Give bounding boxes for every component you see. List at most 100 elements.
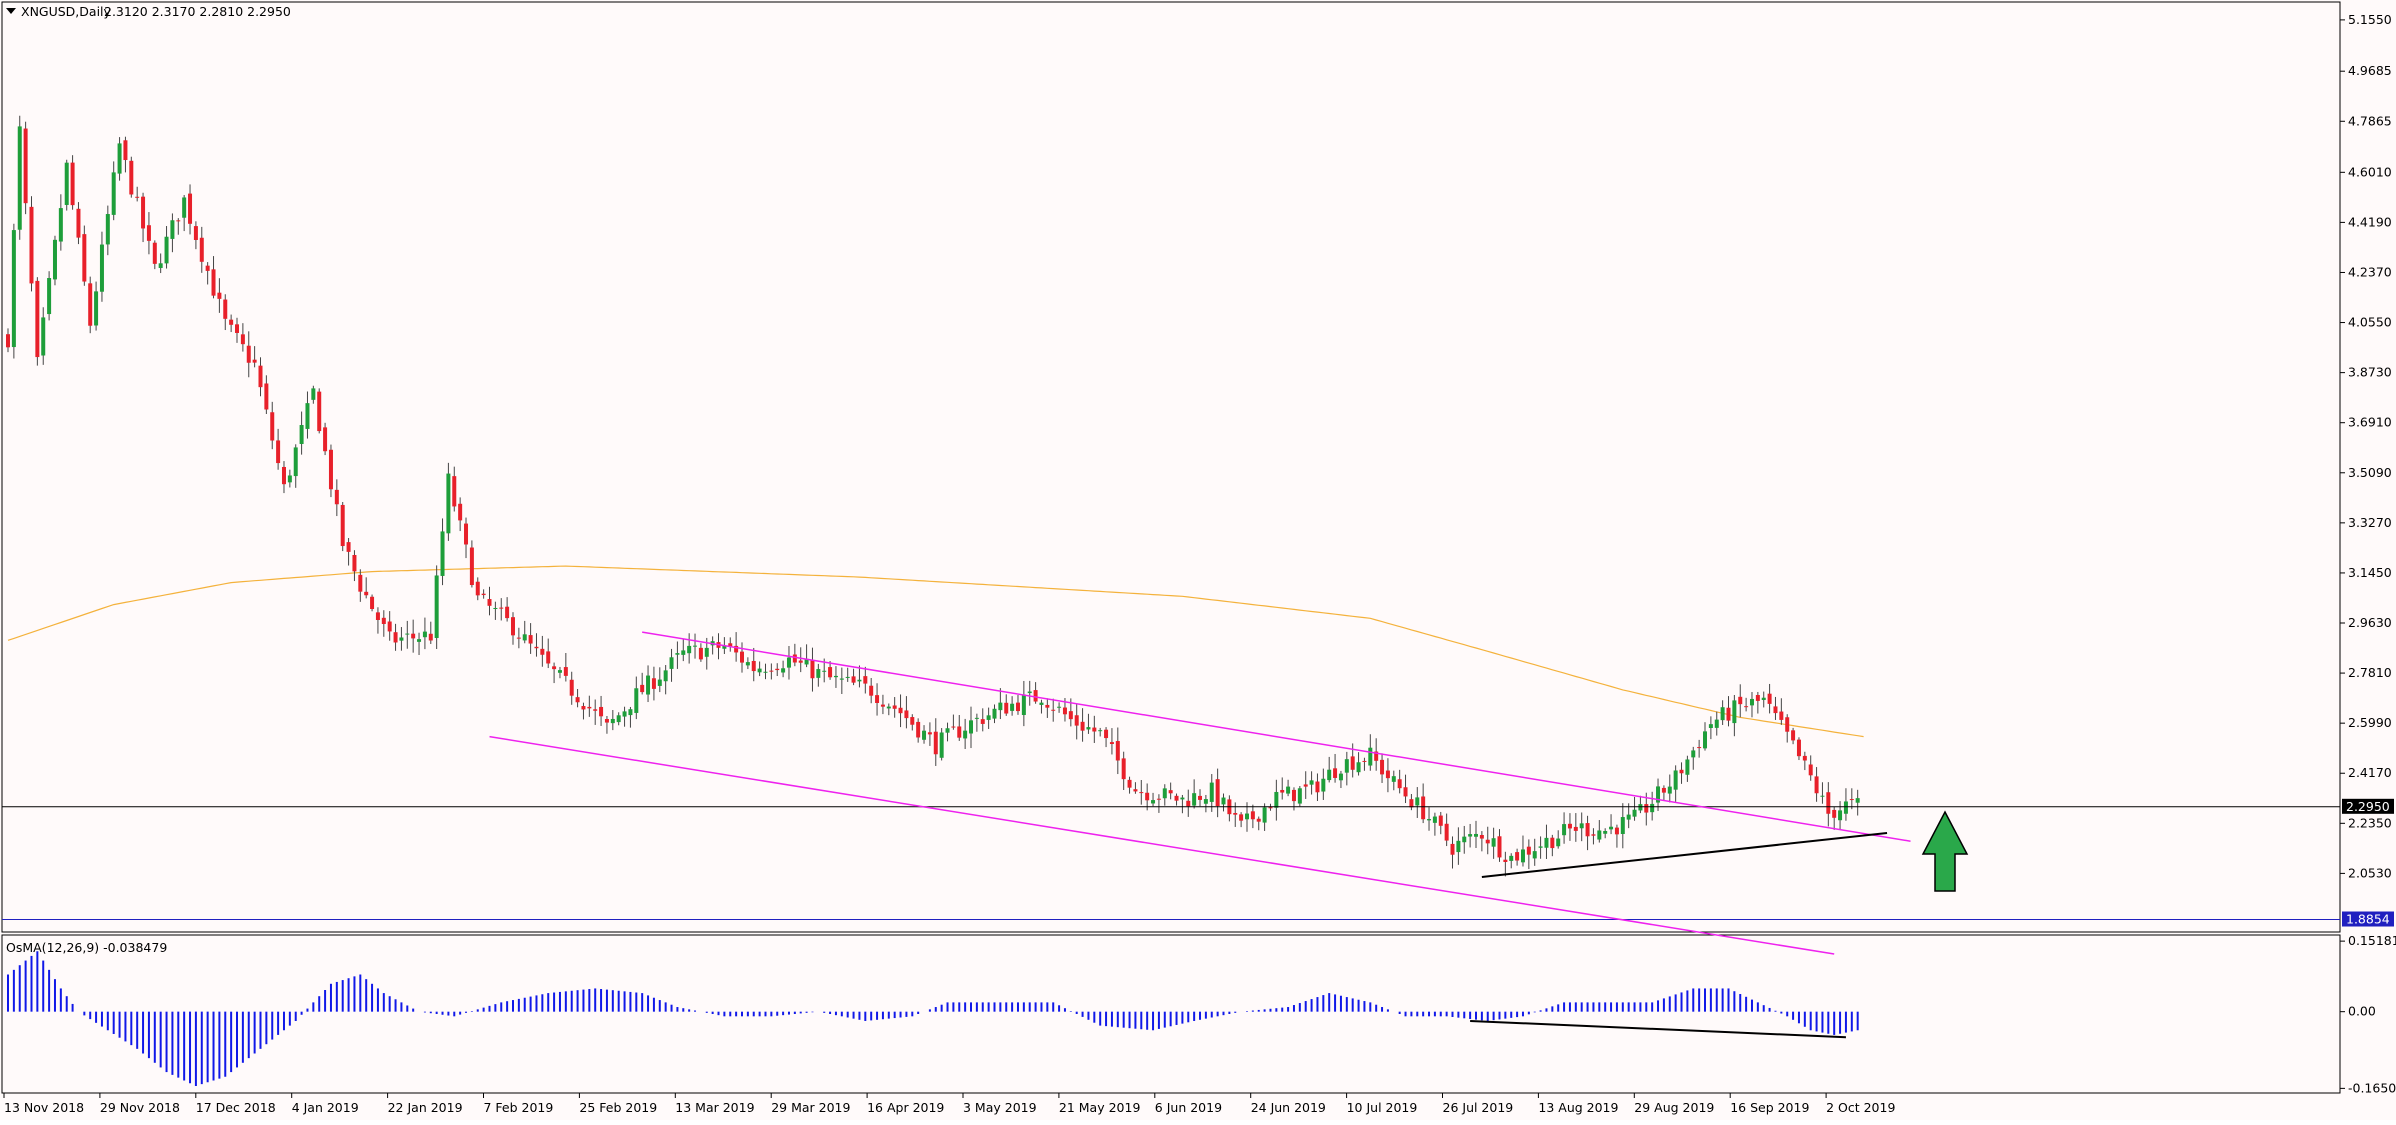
price-tick-label: 2.0530 bbox=[2348, 865, 2392, 880]
bear-candle bbox=[188, 193, 193, 224]
bull-candle bbox=[440, 531, 445, 576]
bear-candle bbox=[1080, 721, 1085, 731]
bull-candle bbox=[998, 702, 1003, 711]
bear-candle bbox=[1444, 823, 1449, 841]
bear-candle bbox=[252, 359, 257, 363]
bull-candle bbox=[305, 403, 310, 429]
bull-candle bbox=[117, 143, 122, 174]
bear-candle bbox=[1074, 715, 1079, 726]
bull-candle bbox=[170, 220, 175, 239]
bear-candle bbox=[123, 140, 128, 161]
bull-candle bbox=[1274, 791, 1279, 808]
bear-candle bbox=[1303, 784, 1308, 787]
price-tick-label: 2.2350 bbox=[2348, 815, 2392, 830]
bull-candle bbox=[1086, 727, 1091, 730]
bull-candle bbox=[1309, 780, 1314, 785]
ma-line bbox=[7, 565, 1864, 738]
bull-candle bbox=[687, 645, 692, 654]
bull-candle bbox=[1632, 809, 1637, 817]
bear-candle bbox=[270, 412, 275, 441]
bear-candle bbox=[1145, 792, 1150, 801]
bull-candle bbox=[1468, 834, 1473, 837]
bull-candle bbox=[17, 126, 22, 230]
price-tick-label: 4.7865 bbox=[2348, 113, 2392, 128]
date-tick-label: 24 Jun 2019 bbox=[1251, 1100, 1326, 1115]
bear-candle bbox=[1385, 770, 1390, 779]
bull-candle bbox=[557, 670, 562, 673]
bear-candle bbox=[1233, 812, 1238, 815]
date-tick-label: 22 Jan 2019 bbox=[388, 1100, 463, 1115]
bear-candle bbox=[1121, 758, 1126, 780]
bear-candle bbox=[1773, 706, 1778, 714]
bull-candle bbox=[1708, 724, 1713, 728]
bear-candle bbox=[487, 599, 492, 606]
bear-candle bbox=[1644, 804, 1649, 813]
price-tick-label: 4.6010 bbox=[2348, 164, 2392, 179]
bull-candle bbox=[1656, 786, 1661, 803]
bear-candle bbox=[698, 647, 703, 660]
bull-candle bbox=[1203, 799, 1208, 804]
bear-candle bbox=[1785, 717, 1790, 732]
bear-candle bbox=[205, 265, 210, 271]
bear-candle bbox=[1051, 709, 1056, 711]
bull-candle bbox=[1556, 838, 1561, 847]
bear-candle bbox=[1374, 751, 1379, 761]
bull-candle bbox=[1685, 759, 1690, 775]
bull-candle bbox=[704, 647, 709, 657]
bear-candle bbox=[1526, 846, 1531, 855]
bear-candle bbox=[546, 651, 551, 664]
bull-candle bbox=[1491, 838, 1496, 847]
bear-candle bbox=[1791, 730, 1796, 741]
bull-candle bbox=[1321, 778, 1326, 792]
date-tick-label: 21 May 2019 bbox=[1059, 1100, 1141, 1115]
bull-candle bbox=[1597, 830, 1602, 840]
bear-candle bbox=[1133, 789, 1138, 792]
date-tick-label: 4 Jan 2019 bbox=[292, 1100, 359, 1115]
bear-candle bbox=[1109, 742, 1114, 745]
bull-candle bbox=[1855, 798, 1860, 803]
bear-candle bbox=[452, 476, 457, 507]
ohlc-readout: 2.3120 2.3170 2.2810 2.2950 bbox=[104, 4, 291, 19]
symbol-label: XNGUSD,Daily bbox=[21, 4, 112, 19]
bull-candle bbox=[681, 650, 686, 655]
bull-candle bbox=[1544, 837, 1549, 848]
price-tick-label: 3.8730 bbox=[2348, 365, 2392, 380]
bear-candle bbox=[1403, 787, 1408, 797]
bull-candle bbox=[1221, 797, 1226, 805]
up-arrow-icon[interactable] bbox=[1921, 810, 1969, 892]
bull-candle bbox=[1297, 788, 1302, 804]
bear-candle bbox=[469, 547, 474, 586]
bull-candle bbox=[1820, 795, 1825, 797]
bull-candle bbox=[945, 728, 950, 733]
bull-candle bbox=[833, 675, 838, 678]
bear-candle bbox=[393, 632, 398, 643]
bear-candle bbox=[352, 554, 357, 572]
date-tick-label: 13 Mar 2019 bbox=[675, 1100, 754, 1115]
bear-candle bbox=[370, 596, 375, 609]
date-tick-label: 16 Apr 2019 bbox=[867, 1100, 944, 1115]
bull-candle bbox=[1456, 840, 1461, 853]
bear-candle bbox=[223, 299, 228, 319]
osma-tick-label: -0.165034 bbox=[2348, 1080, 2396, 1095]
bear-candle bbox=[211, 269, 216, 296]
bull-candle bbox=[417, 639, 422, 642]
bull-candle bbox=[722, 645, 727, 649]
bull-candle bbox=[293, 447, 298, 477]
bull-candle bbox=[1609, 826, 1614, 830]
bear-candle bbox=[599, 706, 604, 717]
bear-candle bbox=[957, 726, 962, 738]
price-tick-label: 3.3270 bbox=[2348, 515, 2392, 530]
bear-candle bbox=[323, 427, 328, 452]
bull-candle bbox=[1344, 759, 1349, 773]
bear-candle bbox=[1573, 826, 1578, 831]
price-tick-label: 2.7810 bbox=[2348, 665, 2392, 680]
price-tick-label: 4.2370 bbox=[2348, 264, 2392, 279]
bear-candle bbox=[1068, 711, 1073, 720]
bear-candle bbox=[851, 676, 856, 683]
bear-candle bbox=[604, 719, 609, 723]
bull-candle bbox=[610, 718, 615, 724]
bear-candle bbox=[1004, 702, 1009, 714]
menu-triangle-icon[interactable] bbox=[6, 8, 16, 14]
